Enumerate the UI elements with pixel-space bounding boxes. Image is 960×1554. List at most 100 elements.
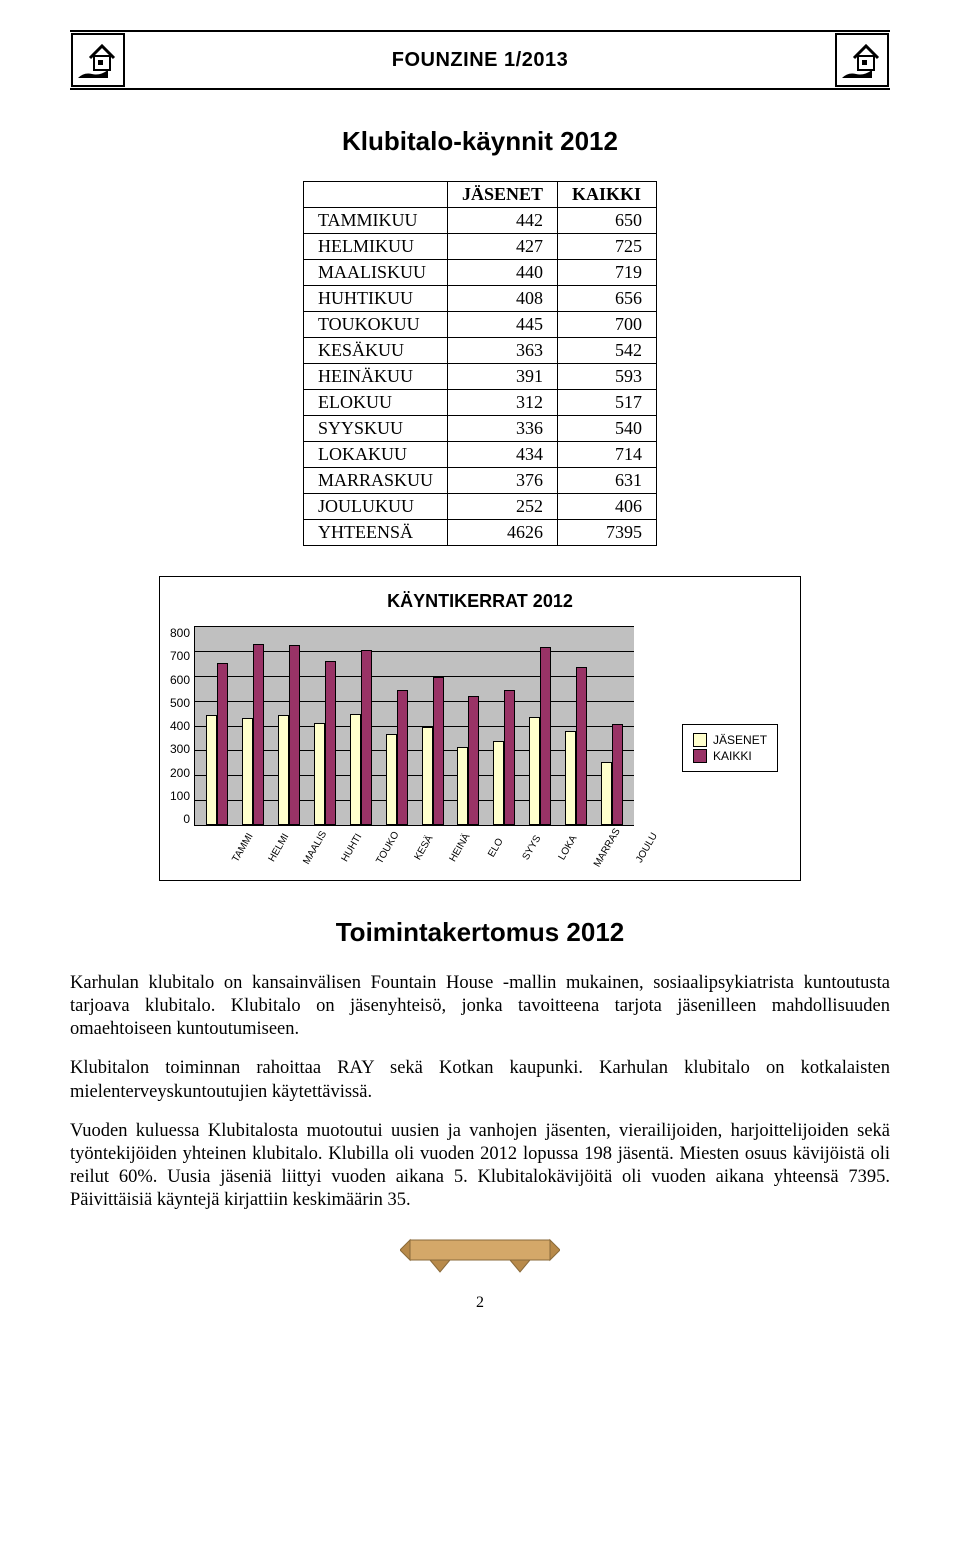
table-row: HELMIKUU427725 bbox=[303, 234, 656, 260]
table-cell-value: 631 bbox=[558, 468, 657, 494]
table-cell-value: 517 bbox=[558, 390, 657, 416]
bar-group bbox=[450, 696, 486, 825]
chart-legend: JÄSENET KAIKKI bbox=[682, 724, 778, 772]
y-tick-label: 500 bbox=[170, 696, 190, 710]
chart-x-axis: TAMMIHELMIMAALISHUHTITOUKOKESÄHEINÄELOSY… bbox=[222, 830, 662, 870]
bar-group bbox=[235, 644, 271, 825]
bar bbox=[540, 647, 551, 826]
table-cell-value: 440 bbox=[448, 260, 558, 286]
bar bbox=[206, 715, 217, 826]
bar-group bbox=[379, 690, 415, 826]
y-tick-label: 700 bbox=[170, 649, 190, 663]
bar bbox=[325, 661, 336, 825]
bar bbox=[350, 714, 361, 825]
visits-table: JÄSENET KAIKKI TAMMIKUU442650HELMIKUU427… bbox=[303, 181, 657, 546]
table-row: LOKAKUU434714 bbox=[303, 442, 656, 468]
table-cell-value: 7395 bbox=[558, 520, 657, 546]
table-header: JÄSENET bbox=[448, 182, 558, 208]
table-cell-value: 434 bbox=[448, 442, 558, 468]
y-tick-label: 200 bbox=[170, 766, 190, 780]
table-cell-value: 542 bbox=[558, 338, 657, 364]
bar bbox=[433, 677, 444, 825]
table-row: MARRASKUU376631 bbox=[303, 468, 656, 494]
bar-group bbox=[199, 663, 235, 826]
bar bbox=[278, 715, 289, 825]
header-title: FOUNZINE 1/2013 bbox=[392, 49, 568, 72]
body-paragraph: Vuoden kuluessa Klubitalosta muotoutui u… bbox=[70, 1120, 890, 1213]
y-tick-label: 600 bbox=[170, 673, 190, 687]
legend-item: JÄSENET bbox=[693, 733, 767, 747]
bar-group bbox=[486, 690, 522, 825]
bar bbox=[314, 723, 325, 825]
bar bbox=[397, 690, 408, 826]
table-cell-value: 700 bbox=[558, 312, 657, 338]
table-cell-value: 4626 bbox=[448, 520, 558, 546]
table-cell-label: LOKAKUU bbox=[303, 442, 447, 468]
house-logo-right bbox=[834, 32, 890, 88]
legend-swatch bbox=[693, 733, 707, 747]
page-number: 2 bbox=[70, 1294, 890, 1312]
chart-container: KÄYNTIKERRAT 2012 8007006005004003002001… bbox=[159, 576, 801, 881]
table-header-row: JÄSENET KAIKKI bbox=[303, 182, 656, 208]
table-cell-value: 725 bbox=[558, 234, 657, 260]
legend-swatch bbox=[693, 749, 707, 763]
legend-label: JÄSENET bbox=[713, 733, 767, 747]
table-row: TAMMIKUU442650 bbox=[303, 208, 656, 234]
bar-group bbox=[415, 677, 451, 825]
bar bbox=[576, 667, 587, 825]
table-cell-value: 656 bbox=[558, 286, 657, 312]
bar-group bbox=[522, 647, 558, 826]
table-cell-value: 312 bbox=[448, 390, 558, 416]
page-header: FOUNZINE 1/2013 bbox=[70, 30, 890, 90]
table-cell-value: 427 bbox=[448, 234, 558, 260]
bar-group bbox=[558, 667, 594, 825]
bar bbox=[422, 727, 433, 825]
ribbon-decoration bbox=[400, 1228, 560, 1274]
table-cell-label: HUHTIKUU bbox=[303, 286, 447, 312]
bar bbox=[529, 717, 540, 826]
legend-item: KAIKKI bbox=[693, 749, 767, 763]
table-row: ELOKUU312517 bbox=[303, 390, 656, 416]
table-cell-label: SYYSKUU bbox=[303, 416, 447, 442]
table-cell-label: TAMMIKUU bbox=[303, 208, 447, 234]
table-cell-value: 445 bbox=[448, 312, 558, 338]
y-tick-label: 0 bbox=[170, 812, 190, 826]
table-row: MAALISKUU440719 bbox=[303, 260, 656, 286]
table-row: HUHTIKUU408656 bbox=[303, 286, 656, 312]
bar bbox=[217, 663, 228, 826]
y-tick-label: 800 bbox=[170, 626, 190, 640]
bar bbox=[504, 690, 515, 825]
bar-group bbox=[343, 650, 379, 825]
bar bbox=[386, 734, 397, 825]
bar-group bbox=[307, 661, 343, 825]
bar bbox=[601, 762, 612, 825]
bar bbox=[457, 747, 468, 825]
table-cell-label: MAALISKUU bbox=[303, 260, 447, 286]
table-row: JOULUKUU252406 bbox=[303, 494, 656, 520]
y-tick-label: 400 bbox=[170, 719, 190, 733]
body-paragraph: Klubitalon toiminnan rahoittaa RAY sekä … bbox=[70, 1057, 890, 1103]
table-cell-label: YHTEENSÄ bbox=[303, 520, 447, 546]
bar-group bbox=[271, 645, 307, 825]
table-row: YHTEENSÄ46267395 bbox=[303, 520, 656, 546]
table-cell-value: 593 bbox=[558, 364, 657, 390]
table-cell-label: HEINÄKUU bbox=[303, 364, 447, 390]
bar bbox=[493, 741, 504, 825]
bar bbox=[242, 718, 253, 825]
bar bbox=[612, 724, 623, 826]
table-cell-label: MARRASKUU bbox=[303, 468, 447, 494]
table-cell-label: HELMIKUU bbox=[303, 234, 447, 260]
table-cell-value: 336 bbox=[448, 416, 558, 442]
table-row: KESÄKUU363542 bbox=[303, 338, 656, 364]
table-cell-label: TOUKOKUU bbox=[303, 312, 447, 338]
bar bbox=[468, 696, 479, 825]
table-cell-value: 252 bbox=[448, 494, 558, 520]
table-header bbox=[303, 182, 447, 208]
section-title-report: Toimintakertomus 2012 bbox=[70, 917, 890, 948]
table-row: TOUKOKUU445700 bbox=[303, 312, 656, 338]
table-cell-value: 719 bbox=[558, 260, 657, 286]
bar-group bbox=[594, 724, 630, 826]
body-paragraph: Karhulan klubitalo on kansainvälisen Fou… bbox=[70, 972, 890, 1041]
chart-title: KÄYNTIKERRAT 2012 bbox=[170, 591, 790, 612]
table-row: HEINÄKUU391593 bbox=[303, 364, 656, 390]
